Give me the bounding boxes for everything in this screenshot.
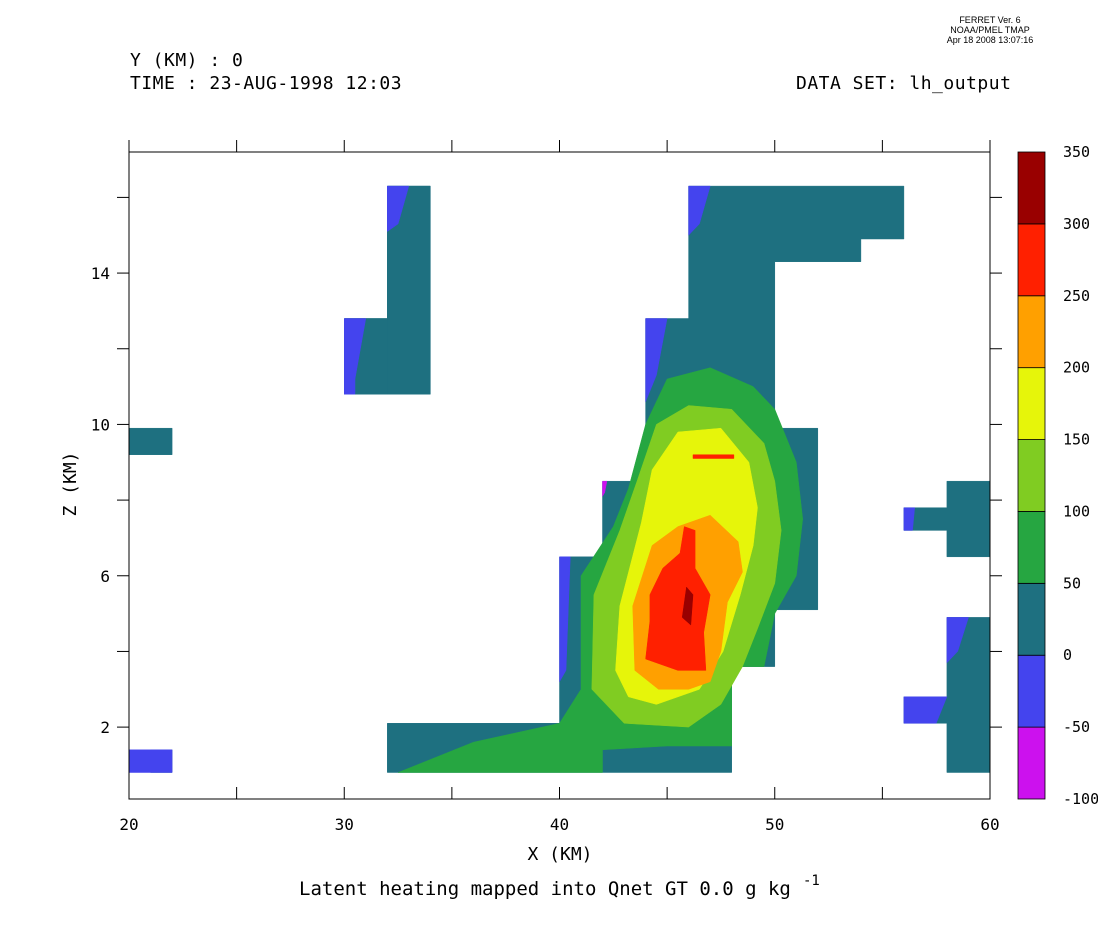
- colorbar-swatch: [1017, 511, 1046, 584]
- colorbar-label: 100: [1063, 502, 1090, 520]
- colorbar-label: 150: [1063, 431, 1090, 449]
- colorbar-label: 300: [1063, 215, 1090, 233]
- x-axis-label: X (KM): [527, 844, 592, 865]
- contour-region: [128, 427, 173, 455]
- x-tick-label: 20: [119, 815, 138, 834]
- colorbar-swatch: [1017, 367, 1046, 440]
- stamp-version: FERRET Ver. 6: [959, 15, 1021, 25]
- contour-region: [903, 696, 948, 724]
- contour-region: [645, 526, 711, 671]
- contour-region: [681, 586, 694, 626]
- contour-region: [645, 318, 668, 402]
- time-label: TIME : 23-AUG-1998 12:03: [130, 73, 403, 94]
- contour-region: [387, 185, 410, 232]
- y-slice-label: Y (KM) : 0: [130, 50, 244, 71]
- colorbar-swatch: [1017, 654, 1046, 728]
- y-tick-label: 2: [100, 718, 110, 737]
- colorbar-swatch: [1017, 151, 1046, 225]
- colorbar-swatch: [1017, 439, 1046, 512]
- x-tick-label: 30: [335, 815, 354, 834]
- contour-fills: [128, 185, 991, 773]
- colorbar-label: 50: [1063, 574, 1081, 592]
- contour-region: [903, 480, 991, 558]
- colorbar-label: 250: [1063, 287, 1090, 305]
- colorbar-label: 350: [1063, 143, 1090, 161]
- stamp-date: Apr 18 2008 13:07:16: [946, 35, 1034, 45]
- y-axis-label: Z (KM): [60, 451, 81, 516]
- colorbar-label: 0: [1063, 646, 1072, 664]
- colorbar: -100 -50 0 50 100 150 200 250 300 350: [1017, 143, 1098, 808]
- ferret-stamp: FERRET Ver. 6 NOAA/PMEL TMAP Apr 18 2008…: [920, 15, 1060, 45]
- dataset-label: DATA SET: lh_output: [796, 73, 1012, 94]
- contour-region: [387, 185, 431, 395]
- chart-title: Latent heating mapped into Qnet GT 0.0 g…: [299, 878, 791, 900]
- chart-title-superscript: -1: [803, 873, 820, 889]
- contour-region: [344, 318, 367, 395]
- contour-region: [903, 507, 915, 531]
- colorbar-label: -50: [1063, 718, 1090, 736]
- x-tick-label: 60: [980, 815, 999, 834]
- axis-ticks: 20 30 40 50 60 2 6 10 14: [91, 140, 1002, 834]
- colorbar-label: 200: [1063, 359, 1090, 377]
- y-tick-label: 10: [91, 415, 110, 434]
- x-tick-label: 50: [765, 815, 784, 834]
- colorbar-swatch: [1017, 295, 1046, 369]
- contour-region: [688, 185, 711, 236]
- colorbar-swatch: [1017, 582, 1046, 656]
- colorbar-swatch: [1017, 726, 1046, 800]
- contour-region: [946, 617, 969, 664]
- contour-region: [128, 749, 173, 773]
- stamp-org: NOAA/PMEL TMAP: [950, 25, 1030, 35]
- x-tick-label: 40: [550, 815, 569, 834]
- y-tick-label: 6: [100, 567, 110, 586]
- contour-region: [602, 480, 608, 498]
- y-tick-label: 14: [91, 264, 110, 283]
- contour-region: [559, 556, 571, 683]
- colorbar-label: -100: [1063, 790, 1098, 808]
- contour-region: [692, 454, 735, 459]
- colorbar-swatch: [1017, 223, 1046, 297]
